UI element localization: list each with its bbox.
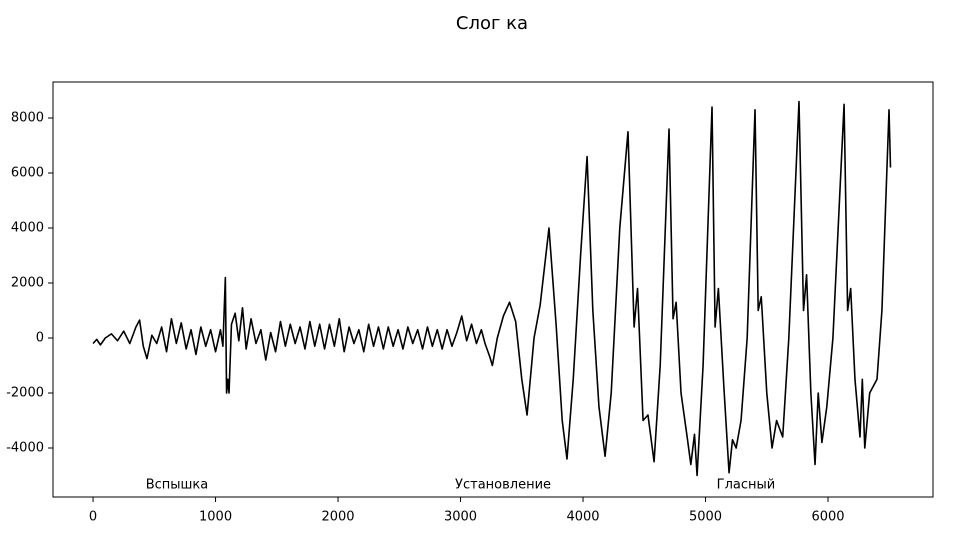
x-tick-label: 3000 (444, 510, 477, 525)
x-tick-label: 2000 (321, 510, 354, 525)
y-tick-label: 4000 (11, 220, 44, 235)
y-tick-label: 8000 (11, 110, 44, 125)
x-tick-label: 5000 (689, 510, 722, 525)
x-tick-label: 6000 (811, 510, 844, 525)
y-tick-label: 2000 (11, 275, 44, 290)
x-tick-label: 1000 (199, 510, 232, 525)
y-tick-label: 0 (36, 330, 44, 345)
plot-frame (52, 81, 934, 498)
annotation: Установление (455, 477, 551, 492)
line-series (92, 100, 892, 477)
y-tick-label: 6000 (11, 165, 44, 180)
x-tick-label: 4000 (566, 510, 599, 525)
x-tick-label: 0 (89, 510, 97, 525)
y-tick-label: -4000 (6, 440, 44, 455)
y-tick-label: -2000 (6, 385, 44, 400)
annotation: Вспышка (146, 477, 209, 492)
chart-title: Слог ка (456, 13, 528, 34)
annotation: Гласный (717, 477, 776, 492)
